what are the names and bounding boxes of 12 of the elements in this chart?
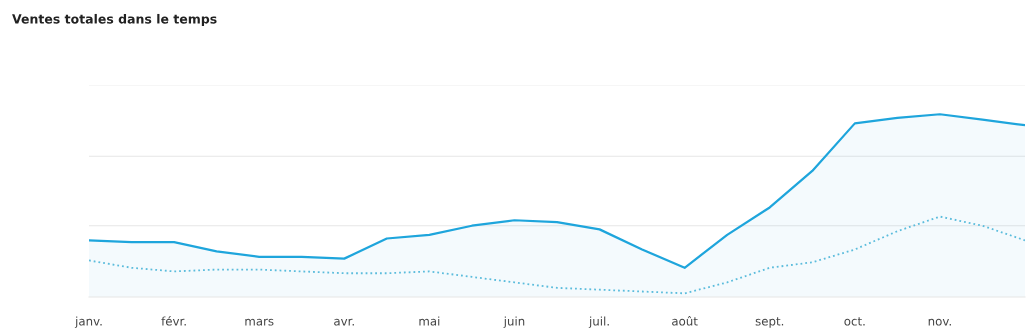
x-tick-label: juil. <box>588 316 609 328</box>
x-tick-label: sept. <box>755 317 784 328</box>
x-tick-label: mai <box>419 316 440 326</box>
x-tick-label: mars <box>245 318 274 326</box>
x-tick-label: nov. <box>928 318 951 326</box>
x-tick-label: juin <box>503 316 525 328</box>
x-tick-label: août <box>672 315 698 326</box>
x-tick-label: avr. <box>334 318 354 326</box>
x-tick-label: oct. <box>844 317 865 326</box>
x-tick-label: janv. <box>74 316 102 328</box>
x-tick-label: févr. <box>161 315 186 326</box>
chart-title: Ventes totales dans le temps <box>12 13 217 27</box>
